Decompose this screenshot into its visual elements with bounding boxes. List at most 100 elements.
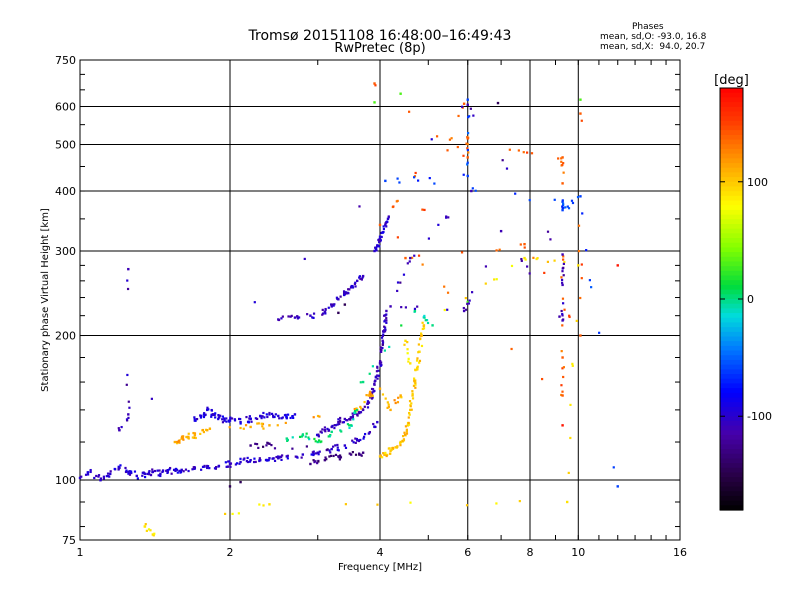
data-point [387,216,390,219]
data-point [289,315,292,318]
data-point [294,455,297,458]
data-point [326,448,329,451]
data-point [394,401,397,405]
data-point [560,281,564,284]
colorbar-segment [720,364,743,370]
data-point [443,308,446,312]
data-point [235,462,239,465]
data-point [588,279,591,282]
data-point [315,433,319,436]
colorbar-segment [720,247,743,253]
data-point [261,445,265,448]
colorbar-segment [720,209,743,216]
data-point [353,409,357,413]
data-point [182,435,185,438]
data-point [217,413,220,417]
data-point [549,238,552,241]
data-point [467,116,470,119]
data-point [317,460,320,463]
data-point [373,249,376,253]
data-point [464,296,467,300]
data-point [421,321,424,324]
data-point [233,418,236,421]
data-point [460,105,464,108]
data-point [508,148,511,151]
data-point [80,475,83,478]
data-point [228,426,231,429]
data-point [396,199,399,203]
data-point [493,278,496,281]
data-point [360,407,363,410]
data-point [265,413,268,416]
data-point [466,163,469,166]
colorbar-segment [720,275,743,281]
data-point [567,471,570,475]
data-point [362,435,366,438]
data-point [305,445,308,448]
data-point [381,456,384,459]
data-point [350,284,353,288]
colorbar-segment [720,374,743,380]
data-point [466,161,469,164]
x-tick-label: 8 [527,546,534,559]
data-point [102,477,106,480]
data-point [579,296,582,300]
data-point [168,468,171,471]
data-point [354,281,357,284]
data-point [271,414,275,417]
colorbar-segment [720,97,743,103]
data-point [381,346,384,350]
data-point [246,456,249,460]
data-point [352,418,355,421]
data-point [354,285,357,288]
data-point [338,420,342,423]
data-point [225,465,228,468]
data-point [329,454,333,457]
data-point [146,472,149,476]
data-point [287,315,290,318]
data-point [560,160,563,163]
data-point [285,437,288,440]
data-point [366,406,370,409]
data-point [343,293,346,296]
data-point [385,317,388,320]
data-point [99,478,102,482]
colorbar-segment [720,495,743,502]
data-point [329,434,332,437]
colorbar-segment [720,472,743,478]
data-point [562,302,565,305]
data-point [323,310,327,314]
data-point [344,446,348,450]
data-point [406,352,409,355]
data-point [275,455,278,459]
data-point [383,330,387,333]
colorbar-segment [720,205,743,211]
data-point [420,334,423,337]
data-point [228,485,232,488]
data-point [191,436,194,439]
data-point [161,470,165,473]
data-point [317,439,321,442]
data-point [379,454,382,457]
y-tick-label: 200 [55,330,76,343]
colorbar-segment [720,106,743,113]
data-point [370,393,373,396]
data-point [561,324,564,327]
data-point [166,469,169,472]
data-point [390,448,393,451]
data-point [462,154,465,157]
data-point [130,471,133,475]
data-point [413,309,417,313]
data-point [210,413,213,416]
data-point [169,466,172,470]
data-point [213,467,217,470]
data-point [256,417,259,421]
data-point [349,418,352,421]
data-point [579,112,582,115]
data-point [117,467,120,470]
data-point [293,316,297,319]
data-point [334,424,337,427]
data-point [346,423,350,426]
data-point [301,453,305,456]
data-point [435,135,439,138]
